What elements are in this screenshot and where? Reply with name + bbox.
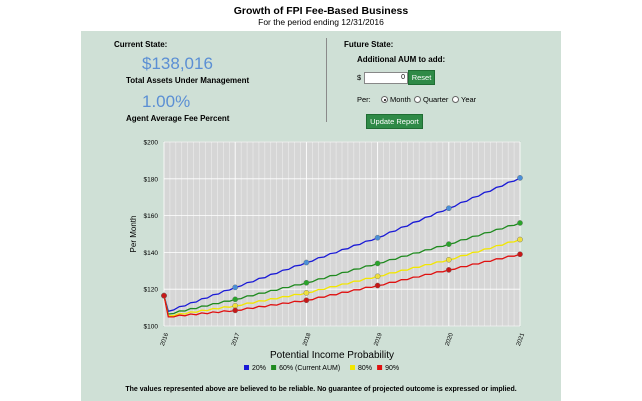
legend-label: 60% (Current AUM)	[279, 365, 340, 372]
future-state-heading: Future State:	[344, 40, 394, 49]
page-subtitle: For the period ending 12/31/2016	[258, 17, 384, 27]
currency-symbol: $	[357, 73, 362, 82]
legend-label: 20%	[252, 365, 266, 372]
page-title: Growth of FPI Fee-Based Business	[233, 5, 409, 17]
data-point	[445, 241, 452, 247]
chart-title: Potential Income Probability	[270, 350, 394, 361]
data-point	[517, 175, 523, 181]
data-point	[445, 267, 452, 273]
legend-swatch	[271, 365, 277, 370]
data-point	[517, 236, 523, 243]
data-point	[517, 220, 523, 226]
fee-label: Agent Average Fee Percent	[126, 114, 230, 123]
legend-label: 80%	[358, 365, 372, 372]
aum-value: $138,016	[142, 54, 213, 73]
data-point	[374, 273, 381, 280]
data-point	[374, 234, 381, 241]
x-tick-label: 2016	[160, 332, 170, 347]
data-point	[232, 307, 238, 314]
data-point	[445, 205, 452, 212]
data-point	[303, 259, 310, 266]
y-tick-label: $180	[144, 176, 159, 183]
series-line	[163, 238, 521, 317]
y-tick-label: $120	[144, 287, 159, 294]
x-tick-label: 2021	[516, 332, 526, 347]
x-tick-label: 2018	[302, 332, 312, 347]
data-point	[303, 279, 310, 286]
y-axis-label: Per Month	[129, 216, 138, 253]
additional-aum-label: Additional AUM to add:	[357, 55, 446, 64]
data-point	[517, 251, 523, 258]
aum-label: Total Assets Under Management	[126, 76, 250, 85]
disclaimer: The values represented above are believe…	[125, 386, 517, 393]
series-line	[163, 177, 521, 313]
legend-label: 90%	[385, 365, 399, 372]
y-tick-label: $140	[144, 250, 159, 257]
data-point	[374, 282, 381, 289]
data-point	[232, 296, 238, 303]
y-tick-label: $200	[144, 140, 159, 147]
legend-swatch	[377, 365, 383, 370]
x-tick-label: 2017	[231, 332, 241, 347]
data-point	[303, 297, 310, 304]
y-tick-label: $100	[144, 324, 159, 331]
radio-year-label: Year	[461, 95, 477, 104]
x-tick-label: 2019	[374, 332, 384, 347]
y-tick-label: $160	[144, 213, 159, 220]
reset-button[interactable]: Reset	[408, 70, 435, 85]
radio-month-label: Month	[390, 95, 411, 104]
data-point	[232, 284, 238, 291]
data-point	[374, 260, 381, 267]
current-state-heading: Current State:	[114, 40, 168, 49]
data-point	[161, 292, 167, 299]
radio-year[interactable]	[452, 96, 459, 103]
section-divider	[326, 38, 327, 122]
radio-quarter[interactable]	[414, 96, 421, 103]
series-line	[163, 253, 521, 318]
per-label: Per:	[357, 95, 371, 104]
data-point	[303, 290, 310, 296]
legend-swatch	[350, 365, 355, 370]
fee-value: 1.00%	[142, 92, 191, 111]
update-report-button[interactable]: Update Report	[366, 114, 423, 129]
radio-month[interactable]	[381, 96, 388, 103]
series-line	[163, 222, 521, 315]
radio-quarter-label: Quarter	[423, 95, 449, 104]
legend-swatch	[244, 365, 249, 370]
data-point	[445, 256, 452, 263]
additional-aum-input[interactable]: 0	[364, 72, 408, 84]
x-tick-label: 2020	[445, 332, 455, 347]
